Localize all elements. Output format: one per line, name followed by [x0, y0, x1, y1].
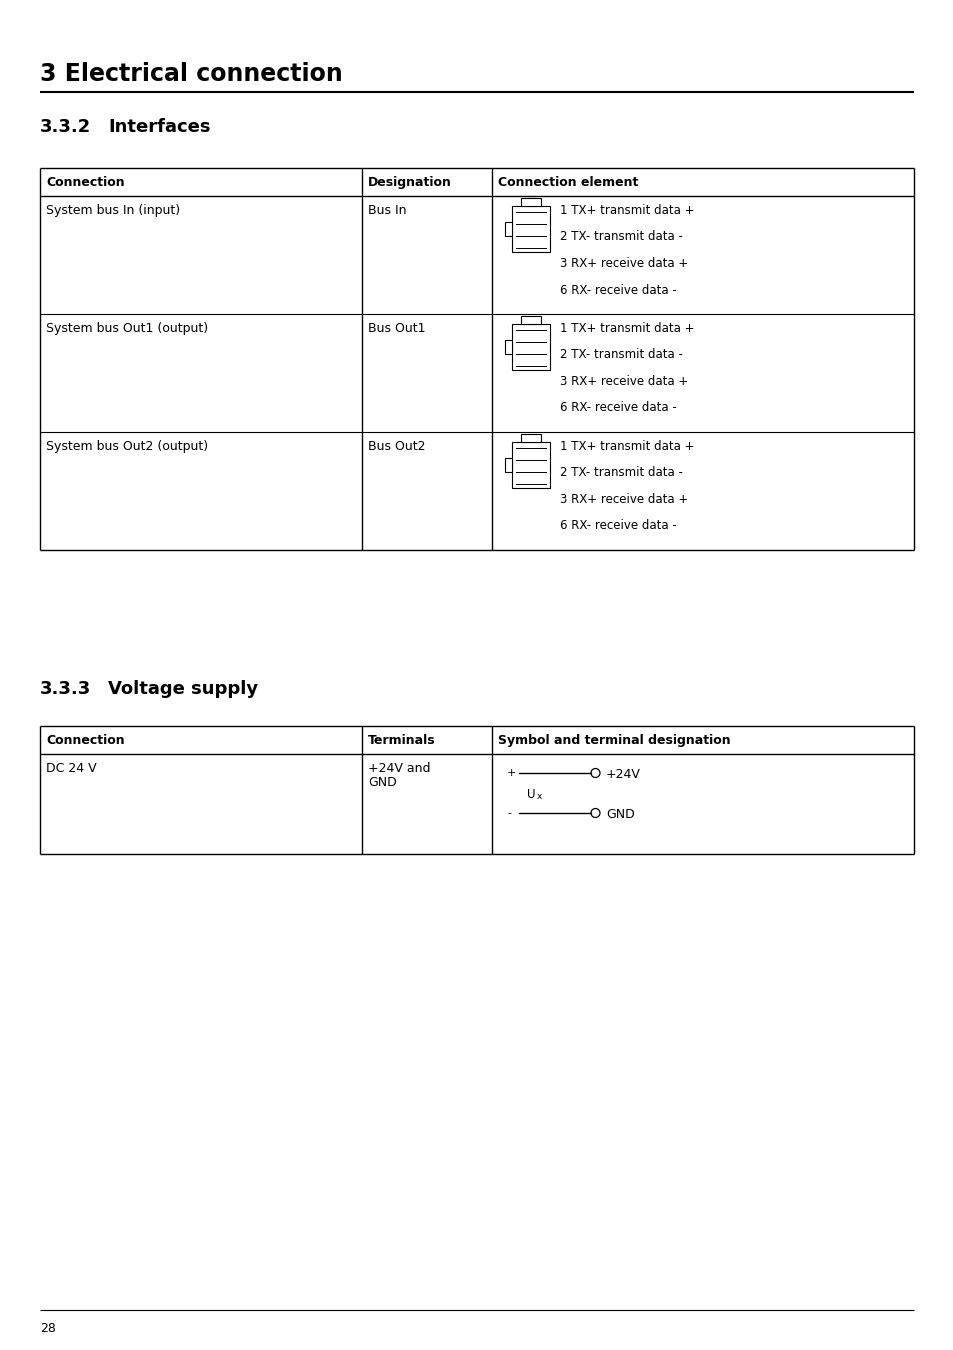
- Text: +: +: [506, 768, 516, 778]
- Text: 3 RX+ receive data +: 3 RX+ receive data +: [559, 256, 687, 270]
- Text: 6 RX- receive data -: 6 RX- receive data -: [559, 401, 676, 414]
- Bar: [512, 207, 550, 252]
- Text: 28: 28: [40, 1322, 56, 1335]
- Bar: [504, 458, 512, 472]
- Text: 6 RX- receive data -: 6 RX- receive data -: [559, 284, 676, 297]
- Text: 3.3.2: 3.3.2: [40, 117, 91, 136]
- Text: DC 24 V: DC 24 V: [46, 761, 96, 775]
- Bar: [520, 433, 540, 441]
- Text: Connection: Connection: [46, 176, 125, 189]
- Text: GND: GND: [605, 809, 634, 821]
- Text: 2 TX- transmit data -: 2 TX- transmit data -: [559, 467, 682, 479]
- Text: Bus Out1: Bus Out1: [368, 323, 425, 335]
- Text: 3 RX+ receive data +: 3 RX+ receive data +: [559, 375, 687, 387]
- Bar: [520, 316, 540, 324]
- Bar: [512, 441, 550, 487]
- Text: 1 TX+ transmit data +: 1 TX+ transmit data +: [559, 204, 694, 217]
- Text: System bus Out2 (output): System bus Out2 (output): [46, 440, 208, 454]
- Text: 6 RX- receive data -: 6 RX- receive data -: [559, 520, 676, 532]
- Text: 3 Electrical connection: 3 Electrical connection: [40, 62, 342, 86]
- Text: Designation: Designation: [368, 176, 452, 189]
- Text: Connection: Connection: [46, 734, 125, 747]
- Text: Interfaces: Interfaces: [108, 117, 211, 136]
- Text: +24V and: +24V and: [368, 761, 430, 775]
- Text: System bus In (input): System bus In (input): [46, 204, 180, 217]
- Text: Bus In: Bus In: [368, 204, 406, 217]
- Text: 1 TX+ transmit data +: 1 TX+ transmit data +: [559, 440, 694, 454]
- Text: 2 TX- transmit data -: 2 TX- transmit data -: [559, 231, 682, 243]
- Text: System bus Out1 (output): System bus Out1 (output): [46, 323, 208, 335]
- Text: U: U: [526, 788, 535, 801]
- Text: 3 RX+ receive data +: 3 RX+ receive data +: [559, 493, 687, 506]
- Text: Connection element: Connection element: [497, 176, 638, 189]
- Text: Terminals: Terminals: [368, 734, 436, 747]
- Bar: [504, 340, 512, 354]
- Text: 2 TX- transmit data -: 2 TX- transmit data -: [559, 348, 682, 362]
- Bar: [512, 324, 550, 370]
- Text: GND: GND: [368, 776, 396, 788]
- Text: +24V: +24V: [605, 768, 640, 782]
- Text: Bus Out2: Bus Out2: [368, 440, 425, 454]
- Text: 3.3.3: 3.3.3: [40, 680, 91, 698]
- Text: Voltage supply: Voltage supply: [108, 680, 258, 698]
- Bar: [504, 221, 512, 236]
- Text: x: x: [537, 792, 542, 801]
- Text: -: -: [506, 809, 511, 818]
- Bar: [520, 198, 540, 207]
- Text: 1 TX+ transmit data +: 1 TX+ transmit data +: [559, 323, 694, 335]
- Text: Symbol and terminal designation: Symbol and terminal designation: [497, 734, 730, 747]
